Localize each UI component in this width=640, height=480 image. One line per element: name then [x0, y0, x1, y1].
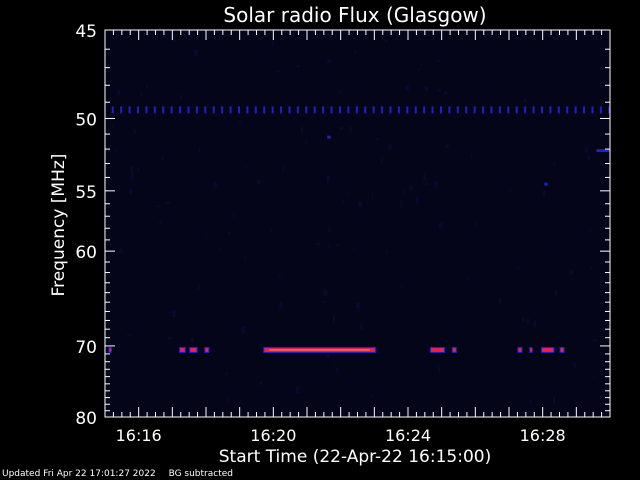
interference-dot: [179, 106, 182, 114]
interference-dot: [498, 106, 501, 114]
y-tick-label: 50: [75, 110, 97, 130]
updated-timestamp: Updated Fri Apr 22 17:01:27 2022: [2, 469, 156, 479]
interference-dot: [397, 106, 400, 114]
interference-dot: [322, 106, 325, 114]
interference-dot: [583, 106, 586, 114]
interference-dot: [423, 106, 426, 114]
interference-dot: [473, 106, 476, 114]
interference-dot: [414, 106, 417, 114]
chart-title: Solar radio Flux (Glasgow): [223, 3, 486, 27]
background-noise: [105, 30, 597, 420]
x-tick-label: 16:28: [520, 426, 566, 445]
interference-dot: [532, 106, 535, 114]
interference-dot: [221, 106, 224, 114]
interference-dot: [549, 106, 552, 114]
interference-dot: [136, 106, 139, 114]
x-tick-label: 16:20: [250, 426, 296, 445]
interference-dot: [507, 106, 510, 114]
y-tick-label: 55: [75, 183, 97, 203]
interference-dot: [288, 106, 291, 114]
interference-dot: [296, 106, 299, 114]
interference-dot: [153, 106, 156, 114]
interference-dot: [120, 106, 123, 114]
interference-dot: [490, 106, 493, 114]
interference-dot: [246, 106, 249, 114]
emission-blip: [327, 135, 331, 139]
interference-dot: [254, 106, 257, 114]
footer-status: Updated Fri Apr 22 17:01:27 2022 BG subt…: [2, 469, 233, 479]
interference-dot: [338, 106, 341, 114]
interference-dot: [389, 106, 392, 114]
interference-dot: [212, 106, 215, 114]
interference-dot: [540, 106, 543, 114]
interference-dot: [187, 106, 190, 114]
interference-dot: [170, 106, 173, 114]
y-tick-label: 70: [75, 338, 97, 358]
interference-dot: [381, 106, 384, 114]
emission-blip: [544, 182, 548, 186]
interference-dot: [439, 106, 442, 114]
interference-dot: [566, 106, 569, 114]
interference-dot: [271, 106, 274, 114]
interference-dot: [524, 106, 527, 114]
interference-dot: [515, 106, 518, 114]
interference-dot: [599, 106, 602, 114]
interference-dot: [482, 106, 485, 114]
interference-dot: [204, 106, 207, 114]
interference-dot: [162, 106, 165, 114]
interference-dot: [237, 106, 240, 114]
emission-blip: [596, 149, 610, 153]
y-tick-label: 60: [75, 243, 97, 263]
interference-dot: [128, 106, 131, 114]
interference-dot: [195, 106, 198, 114]
interference-dot: [263, 106, 266, 114]
y-tick-label: 45: [75, 22, 97, 42]
background-note: BG subtracted: [168, 469, 233, 479]
interference-dot: [431, 106, 434, 114]
interference-dot: [448, 106, 451, 114]
interference-dot: [229, 106, 232, 114]
interference-dot: [305, 106, 308, 114]
x-tick-label: 16:16: [116, 426, 162, 445]
interference-dot: [574, 106, 577, 114]
interference-dot: [372, 106, 375, 114]
interference-dot: [456, 106, 459, 114]
interference-dot: [313, 106, 316, 114]
interference-dot: [406, 106, 409, 114]
interference-dot: [111, 106, 114, 114]
interference-dot: [364, 106, 367, 114]
y-tick-label: 80: [75, 409, 97, 429]
y-axis-label: Frequency [MHz]: [49, 154, 69, 297]
interference-dot: [145, 106, 148, 114]
x-axis-label: Start Time (22-Apr-22 16:15:00): [219, 447, 491, 467]
x-tick-label: 16:24: [385, 426, 431, 445]
plot-area: [105, 30, 610, 417]
interference-dot: [280, 106, 283, 114]
interference-dot: [591, 106, 594, 114]
interference-dot: [355, 106, 358, 114]
interference-dot: [608, 106, 611, 114]
interference-dot: [557, 106, 560, 114]
interference-dot: [347, 106, 350, 114]
interference-dot: [330, 106, 333, 114]
interference-dot: [465, 106, 468, 114]
